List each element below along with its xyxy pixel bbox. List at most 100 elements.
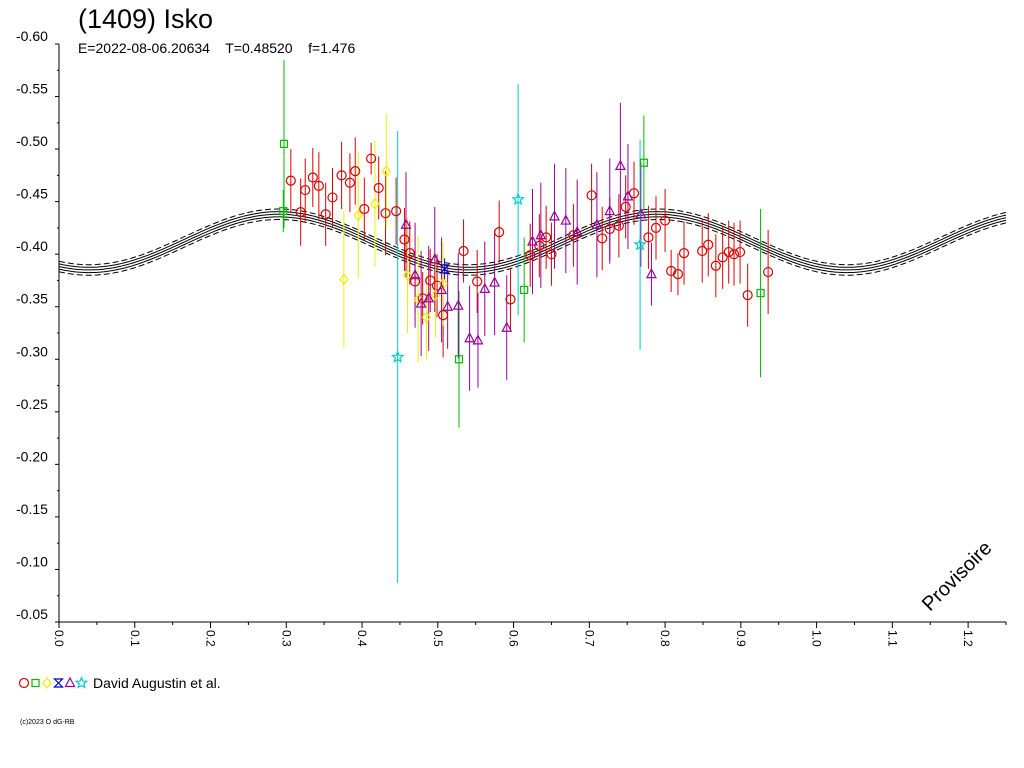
- y-tick-label: -0.20: [16, 448, 48, 464]
- legend-marker-diamond: [42, 677, 52, 689]
- data-point-circle: [313, 180, 324, 191]
- data-point-circle: [404, 248, 415, 259]
- legend-marker-circle: [18, 677, 30, 689]
- legend: David Augustin et al.: [17, 674, 221, 692]
- data-point-circle: [604, 223, 615, 235]
- data-point-triangle: [622, 190, 634, 201]
- data-point-triangle: [415, 297, 427, 308]
- data-point-triangle: [535, 228, 547, 240]
- data-point-triangle: [548, 210, 560, 221]
- data-point-triangle: [571, 225, 583, 237]
- data-point-square: [454, 355, 464, 364]
- data-point-diamond: [370, 197, 380, 210]
- data-point-circle: [734, 246, 746, 258]
- data-point-triangle: [501, 321, 513, 332]
- data-point-circle: [505, 294, 516, 305]
- data-point-circle: [643, 232, 654, 243]
- y-tick-label: -0.35: [16, 291, 48, 307]
- data-point-diamond: [353, 209, 364, 222]
- data-point-circle: [295, 207, 306, 218]
- y-tick-label: -0.55: [16, 81, 48, 97]
- data-point-square: [279, 206, 288, 216]
- legend-marker-square: [31, 678, 40, 688]
- data-point-circle: [613, 220, 624, 231]
- data-point-circle: [344, 177, 356, 188]
- data-point-circle: [710, 260, 721, 271]
- data-point-star: [633, 237, 647, 251]
- y-tick-label: -0.25: [16, 396, 48, 412]
- data-point-diamond: [421, 311, 432, 324]
- data-point-circle: [350, 166, 361, 177]
- data-point-circle: [534, 240, 545, 251]
- data-point-circle: [320, 209, 331, 220]
- data-point-square: [520, 285, 529, 295]
- y-tick-label: -0.45: [16, 186, 48, 202]
- data-point-square: [279, 139, 289, 148]
- y-tick-label: -0.50: [16, 133, 48, 149]
- data-point-circle: [525, 250, 536, 261]
- data-point-circle: [763, 266, 774, 278]
- data-point-triangle: [604, 204, 616, 216]
- data-point-star: [390, 350, 405, 363]
- data-point-triangle: [409, 268, 421, 280]
- data-point-circle: [541, 232, 552, 243]
- data-point-triangle: [591, 218, 603, 229]
- y-tick-label: -0.40: [16, 238, 48, 254]
- data-point-circle: [728, 249, 740, 260]
- legend-marker-triangle: [64, 676, 76, 688]
- data-point-circle: [717, 252, 728, 263]
- x-tick-label: 0.9: [734, 630, 748, 647]
- data-points-group: [279, 59, 774, 584]
- data-point-triangle: [442, 300, 454, 311]
- data-point-circle: [417, 293, 428, 304]
- data-point-circle: [373, 182, 384, 194]
- x-tick-label: 0.2: [204, 630, 218, 647]
- data-point-circle: [472, 276, 483, 287]
- data-point-triangle: [423, 292, 435, 303]
- x-tick-label: 1.0: [810, 630, 824, 647]
- data-point-hourglass: [439, 264, 451, 274]
- data-point-triangle: [489, 276, 501, 287]
- data-point-circle: [380, 208, 391, 219]
- data-point-triangle: [452, 299, 464, 310]
- data-point-circle: [359, 203, 370, 215]
- data-point-triangle: [429, 253, 441, 264]
- x-tick-label: 0.0: [52, 630, 66, 647]
- watermark-label: Provisoire: [918, 537, 996, 615]
- data-point-diamond: [339, 273, 349, 286]
- x-tick-label: 0.4: [355, 630, 369, 647]
- data-point-circle: [697, 245, 708, 257]
- data-point-circle: [742, 290, 753, 301]
- data-point-square: [639, 158, 648, 167]
- data-point-triangle: [614, 159, 626, 171]
- data-point-circle: [307, 172, 318, 183]
- data-point-triangle: [560, 214, 572, 225]
- y-tick-label: -0.15: [16, 501, 48, 517]
- data-point-circle: [666, 265, 677, 277]
- x-tick-label: 1.1: [885, 630, 899, 647]
- data-point-circle: [586, 190, 597, 201]
- data-point-circle: [678, 248, 690, 259]
- data-point-circle: [300, 184, 311, 196]
- data-point-triangle: [527, 235, 538, 246]
- legend-markers: [18, 675, 89, 689]
- legend-label: David Augustin et al.: [93, 675, 221, 691]
- x-tick-label: 0.1: [128, 630, 142, 647]
- data-point-circle: [723, 246, 734, 258]
- data-point-circle: [336, 170, 347, 181]
- x-tick-label: 0.8: [658, 630, 672, 647]
- data-point-circle: [391, 205, 402, 217]
- data-point-circle: [399, 234, 410, 245]
- data-point-triangle: [645, 267, 657, 279]
- data-point-circle: [425, 275, 436, 286]
- data-point-circle: [650, 222, 662, 234]
- y-tick-label: -0.30: [16, 343, 48, 359]
- x-tick-label: 0.5: [431, 630, 445, 647]
- data-point-circle: [458, 245, 469, 257]
- y-tick-label: -0.10: [16, 553, 48, 569]
- x-tick-label: 0.7: [582, 630, 596, 647]
- copyright-text: (c)2023 O dG-RB: [20, 719, 75, 726]
- x-tick-label: 1.2: [961, 630, 975, 647]
- data-point-circle: [285, 175, 296, 186]
